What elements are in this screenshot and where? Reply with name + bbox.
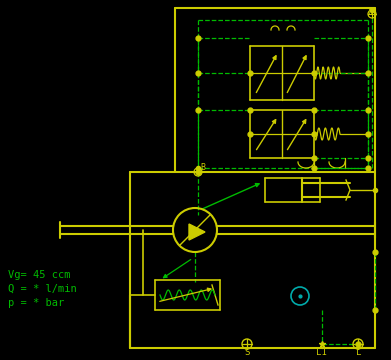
Text: X: X	[368, 8, 373, 17]
Text: Q = * l/min: Q = * l/min	[8, 284, 77, 294]
Text: L1: L1	[316, 348, 327, 357]
Text: Vg= 45 ccm: Vg= 45 ccm	[8, 270, 70, 280]
Text: S: S	[244, 348, 249, 357]
Text: L: L	[356, 348, 361, 357]
Text: B: B	[200, 163, 205, 172]
Polygon shape	[189, 224, 205, 240]
Text: p = * bar: p = * bar	[8, 298, 64, 308]
